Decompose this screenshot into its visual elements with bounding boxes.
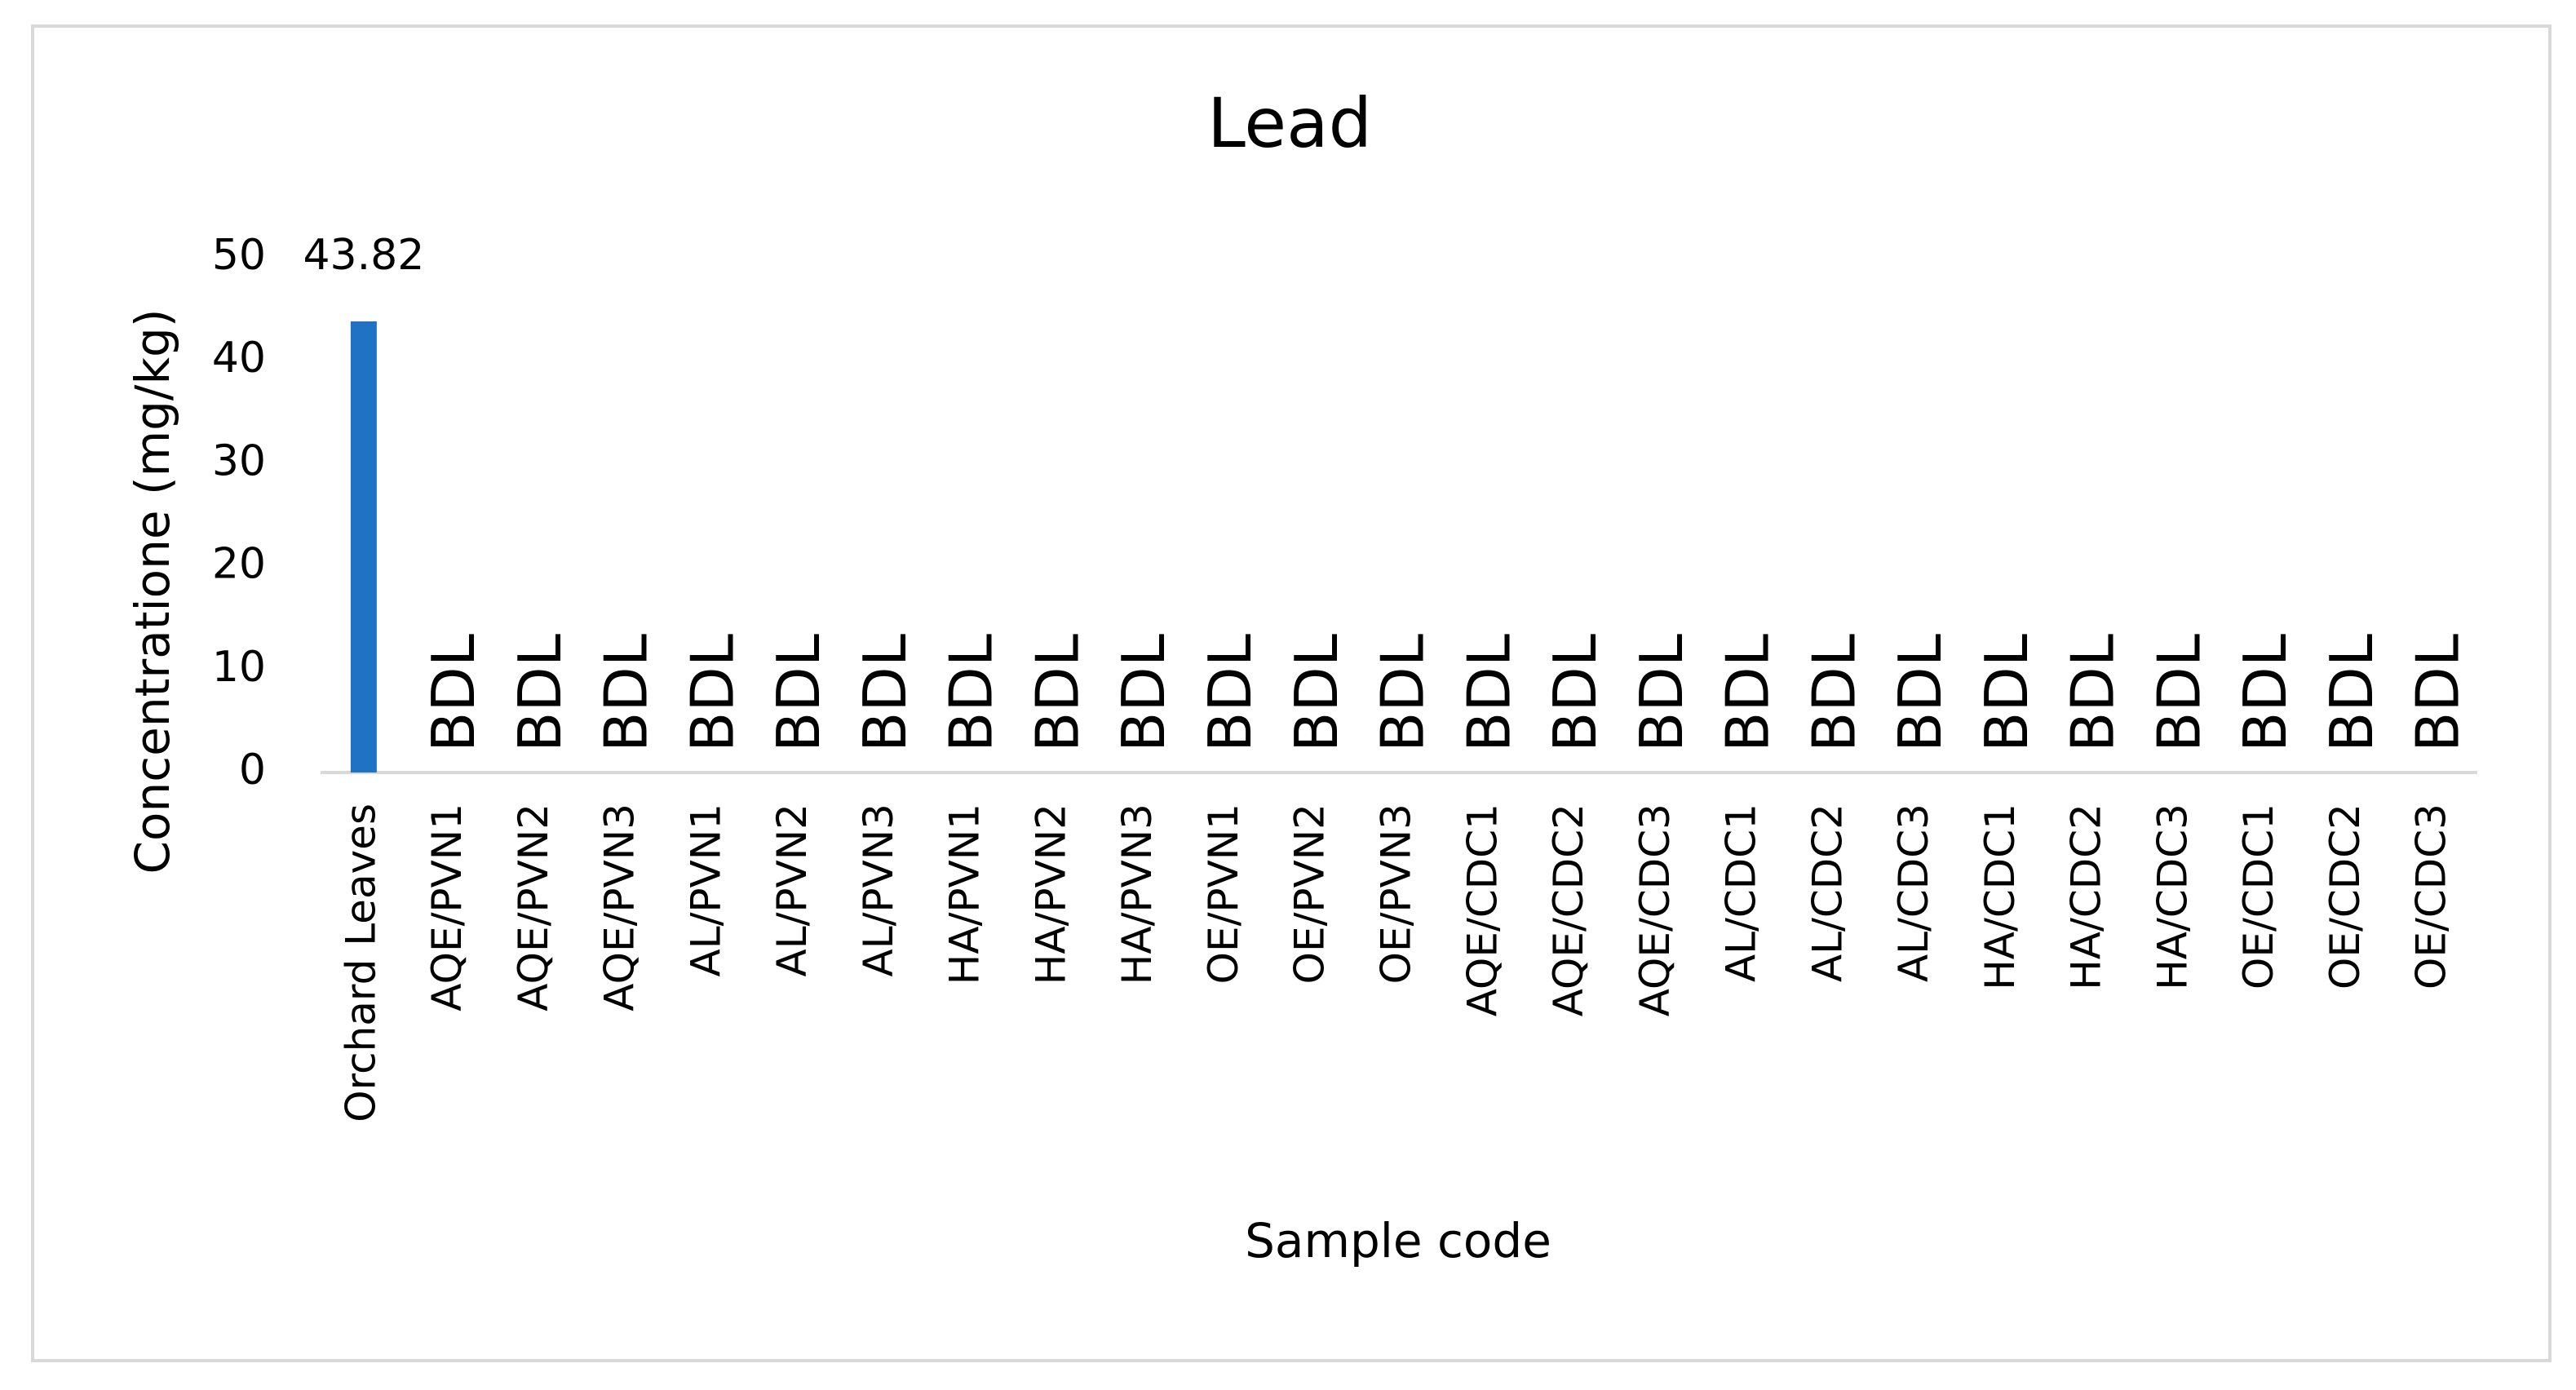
x-tick-label: AQE/PVN2 [510,803,557,1012]
y-tick-label: 30 [212,436,266,485]
data-label: BDL [764,634,833,752]
x-tick-label: HA/PVN3 [1113,803,1161,985]
data-label: BDL [506,634,574,752]
data-label: BDL [1714,634,1782,752]
x-tick-label: HA/CDC3 [2149,803,2196,990]
x-tick-label: HA/CDC2 [2063,803,2110,990]
x-tick-label: AQE/PVN3 [596,803,644,1012]
x-tick-label: Orchard Leaves [337,803,384,1122]
x-tick-label: AQE/PVN1 [423,803,471,1012]
x-tick-label: AQE/CDC2 [1545,803,1592,1016]
y-tick-label: 10 [212,643,266,692]
x-tick-label: AL/CDC1 [1718,803,1765,982]
bar [350,321,377,773]
data-label: BDL [1196,634,1264,752]
data-label: BDL [1454,634,1523,752]
y-tick-label: 40 [212,334,266,383]
data-label: BDL [1282,634,1351,752]
data-label: BDL [1541,634,1609,752]
x-tick-label: AQE/CDC1 [1458,803,1506,1016]
data-label: 43.82 [303,231,424,280]
x-tick-label: OE/PVN3 [1373,803,1420,984]
y-axis-label: Concentratione (mg/kg) [125,309,180,874]
data-label: BDL [592,634,661,752]
data-label: BDL [1972,634,2041,752]
data-label: BDL [1109,634,1178,752]
x-tick-label: AL/CDC2 [1804,803,1851,982]
data-label: BDL [2317,634,2386,752]
data-label: BDL [1886,634,1954,752]
x-tick-label: OE/PVN2 [1286,803,1334,984]
data-label: BDL [2059,634,2127,752]
x-tick-label: HA/PVN1 [941,803,989,985]
data-label: BDL [937,634,1006,752]
data-label: BDL [419,634,488,752]
x-tick-label: AL/PVN1 [682,803,729,976]
x-tick-label: AQE/CDC3 [1631,803,1679,1016]
chart-border [31,24,2552,1362]
x-tick-label: HA/CDC1 [1976,803,2024,990]
x-tick-label: OE/CDC1 [2235,803,2282,989]
data-label: BDL [2404,634,2472,752]
x-tick-label: HA/PVN2 [1027,803,1074,985]
x-tick-label: AL/PVN3 [855,803,902,976]
data-label: BDL [851,634,919,752]
data-label: BDL [2231,634,2299,752]
data-label: BDL [678,634,746,752]
x-tick-label: OE/CDC2 [2321,803,2369,989]
x-tick-label: AL/PVN2 [768,803,816,976]
x-tick-label: AL/CDC3 [1890,803,1937,982]
x-axis-label: Sample code [1245,1213,1551,1268]
y-tick-label: 20 [212,540,266,589]
y-tick-label: 0 [239,746,266,795]
data-label: BDL [1799,634,1868,752]
x-tick-label: OE/PVN1 [1200,803,1247,984]
chart-title: Lead [1207,83,1372,163]
data-label: BDL [1369,634,1437,752]
data-label: BDL [2144,634,2213,752]
x-tick-label: OE/CDC3 [2408,803,2455,989]
y-tick-label: 50 [212,231,266,280]
data-label: BDL [1023,634,1091,752]
data-label: BDL [1627,634,1696,752]
